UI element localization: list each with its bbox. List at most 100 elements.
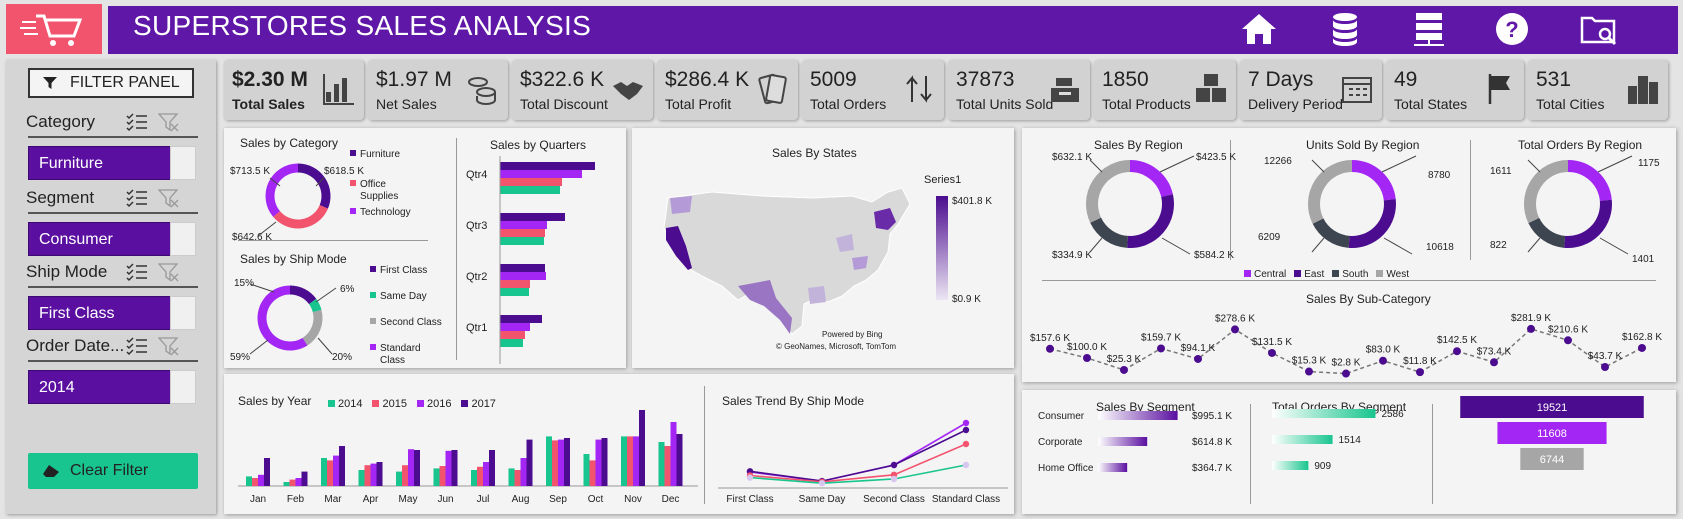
clear-filter-icon[interactable]: [158, 336, 180, 356]
database-icon[interactable]: [1324, 10, 1366, 48]
quarter-label: Qtr3: [466, 220, 487, 232]
slicer-option-blank[interactable]: [170, 370, 196, 404]
segment-orders-bar: [1272, 461, 1309, 470]
home-icon[interactable]: [1238, 10, 1280, 48]
year-legend-item: 2016: [416, 398, 452, 410]
calendar-icon: [1342, 77, 1372, 103]
multi-select-icon[interactable]: [126, 112, 148, 132]
quarter-bar: [500, 186, 560, 194]
segment-charts: Consumer $995.1 K Corporate $614.8 K Home Of…: [1038, 396, 1644, 474]
legend-label: 2016: [426, 398, 452, 410]
region-label: 822: [1490, 240, 1507, 251]
us-map: [663, 187, 911, 335]
legend-label: Central: [1254, 269, 1287, 280]
region-label: $584.2 K: [1194, 250, 1234, 261]
clear-filter-button[interactable]: Clear Filter: [28, 453, 198, 489]
sub-category-point: [1527, 324, 1535, 333]
segment-units-value: 11608: [1537, 428, 1567, 440]
legend-swatch: [370, 318, 376, 324]
sub-category-point: [1305, 367, 1313, 376]
sub-category-label: $159.7 K: [1141, 332, 1181, 343]
slicer-option-blank[interactable]: [170, 222, 196, 256]
month-label: Mar: [324, 494, 342, 505]
slicer-value-1[interactable]: Consumer: [28, 222, 172, 256]
cart-icon: [20, 14, 83, 46]
multi-select-icon[interactable]: [126, 188, 148, 208]
ship-label: 15%: [234, 278, 254, 289]
multi-select-icon[interactable]: [126, 336, 148, 356]
clear-filter-icon[interactable]: [158, 112, 180, 132]
month-label: Aug: [512, 494, 530, 505]
slicer-option-blank[interactable]: [170, 146, 196, 180]
segment-sales-bar: [1098, 463, 1128, 472]
year-bar: [483, 462, 489, 486]
segment-panel: Sales By Segment Total Orders By Segment…: [1022, 390, 1676, 514]
kpi-label: Total Products: [1102, 96, 1191, 112]
month-label: Jul: [477, 494, 490, 505]
city-icon: [1628, 76, 1658, 104]
month-label: Oct: [588, 494, 604, 505]
year-bar: [520, 458, 527, 486]
kpi-card-total-profit: $286.4 K Total Profit: [657, 60, 798, 120]
slicer-option-blank[interactable]: [170, 296, 196, 330]
year-bar: [627, 436, 633, 486]
filter-panel-button[interactable]: FILTER PANEL: [28, 68, 194, 98]
flag-icon: [1488, 74, 1510, 104]
legend-swatch: [416, 400, 424, 407]
slicer-value-3[interactable]: 2014: [28, 370, 172, 404]
sales-by-category-chart: $713.5 K $618.5 K $642.6 K Furniture OfficeS…: [230, 149, 411, 243]
sub-category-point: [1231, 325, 1239, 334]
year-bar: [451, 450, 458, 486]
region-0-slice: [1127, 194, 1174, 248]
year-bar: [376, 462, 383, 486]
map-credit-geonames: © GeoNames, Microsoft, TomTom: [776, 342, 896, 351]
sub-category-line: [1049, 328, 1643, 375]
year-bar: [664, 446, 671, 486]
sales-by-year-title: Sales by Year: [238, 394, 312, 408]
year-bar: [558, 439, 564, 486]
slicer-value-0[interactable]: Furniture: [28, 146, 172, 180]
help-icon[interactable]: ?: [1491, 10, 1533, 48]
sales-by-ship-mode-chart: 15% 6% 20% 59% First Class Same Day Second Cla…: [230, 265, 442, 366]
clear-filter-icon[interactable]: [158, 188, 180, 208]
quarter-bar: [500, 162, 595, 170]
region-0-slice: [1090, 217, 1129, 248]
year-bar: [289, 479, 296, 486]
map-legend-title: Series1: [924, 174, 962, 186]
handshake-icon: [613, 82, 643, 100]
states-map-panel: Sales By States Series1 $401.8 K $0.9 K …: [632, 128, 1014, 368]
sub-category-label: $281.9 K: [1511, 313, 1551, 324]
region-1-slice: [1312, 218, 1350, 248]
server-icon[interactable]: [1408, 10, 1450, 48]
multi-select-icon[interactable]: [126, 262, 148, 282]
segment-units-value: 19521: [1537, 402, 1568, 414]
sub-category-point: [1638, 343, 1646, 352]
units-by-region-title: Units Sold By Region: [1306, 138, 1420, 152]
leader-line: [1311, 159, 1325, 173]
leader-line: [315, 177, 325, 187]
category-label: $642.6 K: [232, 232, 272, 243]
sub-category-point: [1379, 356, 1387, 365]
leader-line: [249, 283, 275, 293]
segment-sales-title: Sales By Segment: [1096, 400, 1195, 414]
kpi-label: Total Sales: [232, 96, 305, 112]
trend-line: [749, 429, 967, 482]
quarter-bar: [500, 178, 562, 186]
region-label: 1611: [1490, 166, 1512, 177]
leader-line: [1383, 237, 1413, 255]
legend-label: Supplies: [360, 191, 398, 202]
year-bar: [414, 450, 420, 486]
year-bar: [670, 422, 677, 486]
quarter-bar: [500, 323, 530, 331]
legend-label: Same Day: [380, 291, 427, 302]
legend-label: Second Class: [380, 317, 442, 328]
slicer-value-2[interactable]: First Class: [28, 296, 172, 330]
sub-category-label: $43.7 K: [1588, 351, 1623, 362]
folder-search-icon[interactable]: [1578, 10, 1620, 48]
year-bar: [477, 466, 483, 486]
region-label: $632.1 K: [1052, 152, 1092, 163]
clear-filter-icon[interactable]: [158, 262, 180, 282]
year-legend: 2014 2015 2016 2017: [328, 394, 506, 412]
sub-category-point: [1083, 354, 1091, 362]
region-legend: Central East South West: [1244, 264, 1417, 280]
